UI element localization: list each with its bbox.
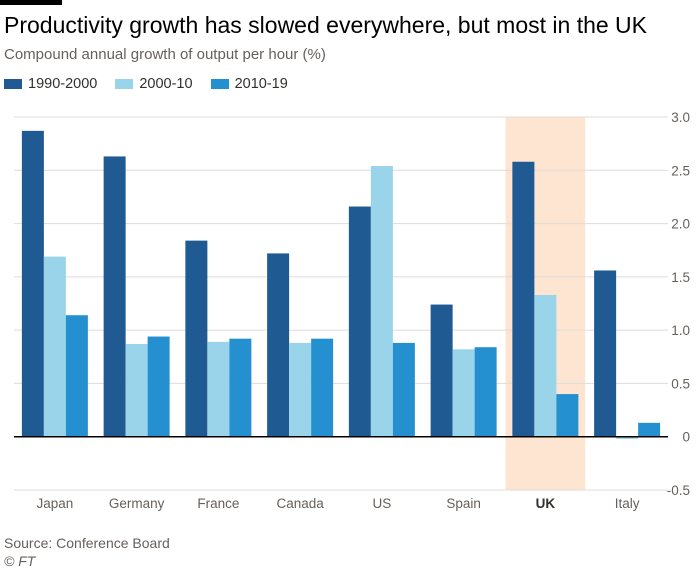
bar-uk-2010-19	[556, 394, 579, 437]
bar-uk-1990-2000	[512, 161, 535, 437]
y-tick-label: 1.0	[671, 323, 690, 338]
legend-item-2000-10: 2000-10	[115, 76, 193, 92]
bar-japan-2000-10	[43, 256, 66, 437]
bar-spain-1990-2000	[430, 304, 453, 437]
x-tick-label-italy: Italy	[615, 496, 640, 511]
bar-canada-2000-10	[289, 342, 312, 437]
brand-bar	[0, 0, 62, 5]
bar-germany-2010-19	[147, 336, 170, 437]
bar-germany-2000-10	[125, 343, 148, 437]
bar-italy-2010-19	[638, 422, 661, 437]
bar-uk-2000-10	[534, 294, 557, 437]
legend: 1990-2000 2000-10 2010-19	[4, 76, 288, 92]
x-tick-label-spain: Spain	[446, 496, 481, 511]
bar-canada-1990-2000	[267, 253, 290, 437]
y-tick-label: 3.0	[671, 110, 690, 125]
legend-swatch-2010-19	[210, 79, 229, 89]
x-tick-label-germany: Germany	[109, 496, 165, 511]
legend-item-1990-2000: 1990-2000	[4, 76, 97, 92]
source-note: Source: Conference Board	[4, 535, 170, 551]
credit-note: © FT	[4, 553, 36, 569]
bar-france-2010-19	[229, 338, 252, 437]
y-tick-label: 2.0	[671, 217, 690, 232]
x-tick-label-japan: Japan	[36, 496, 73, 511]
bar-france-2000-10	[207, 341, 230, 437]
bar-germany-1990-2000	[103, 156, 126, 437]
y-tick-label: 2.5	[671, 163, 690, 178]
bar-italy-1990-2000	[594, 270, 617, 437]
chart-subtitle: Compound annual growth of output per hou…	[4, 46, 326, 63]
legend-label-2010-19: 2010-19	[234, 76, 288, 92]
y-tick-label: 1.5	[671, 270, 690, 285]
chart-title: Productivity growth has slowed everywher…	[4, 12, 648, 38]
bar-france-1990-2000	[185, 240, 208, 437]
legend-swatch-1990-2000	[4, 79, 22, 89]
x-tick-label-canada: Canada	[276, 496, 324, 511]
bar-chart: -0.5 0 0.5 1.0 1.5 2.0 2.5 3.0 Japan Germany Franc…	[14, 110, 690, 511]
y-tick-label: -0.5	[667, 483, 690, 498]
bar-spain-2010-19	[474, 347, 497, 437]
legend-label-1990-2000: 1990-2000	[28, 76, 98, 92]
y-tick-label: 0.5	[671, 376, 690, 391]
x-tick-label-us: US	[372, 496, 391, 511]
bar-canada-2010-19	[311, 338, 334, 437]
bar-spain-2000-10	[452, 349, 475, 437]
bar-us-1990-2000	[348, 206, 371, 437]
legend-swatch-2000-10	[115, 79, 134, 89]
bar-japan-1990-2000	[21, 130, 44, 437]
x-tick-label-france: France	[197, 496, 239, 511]
x-tick-label-uk: UK	[536, 496, 556, 511]
bar-us-2010-19	[392, 342, 415, 437]
y-tick-label: 0	[682, 430, 690, 445]
bar-italy-2000-10	[616, 436, 639, 439]
bar-japan-2010-19	[65, 315, 88, 437]
legend-item-2010-19: 2010-19	[210, 76, 288, 92]
bar-us-2000-10	[370, 166, 393, 437]
legend-label-2000-10: 2000-10	[139, 76, 193, 92]
